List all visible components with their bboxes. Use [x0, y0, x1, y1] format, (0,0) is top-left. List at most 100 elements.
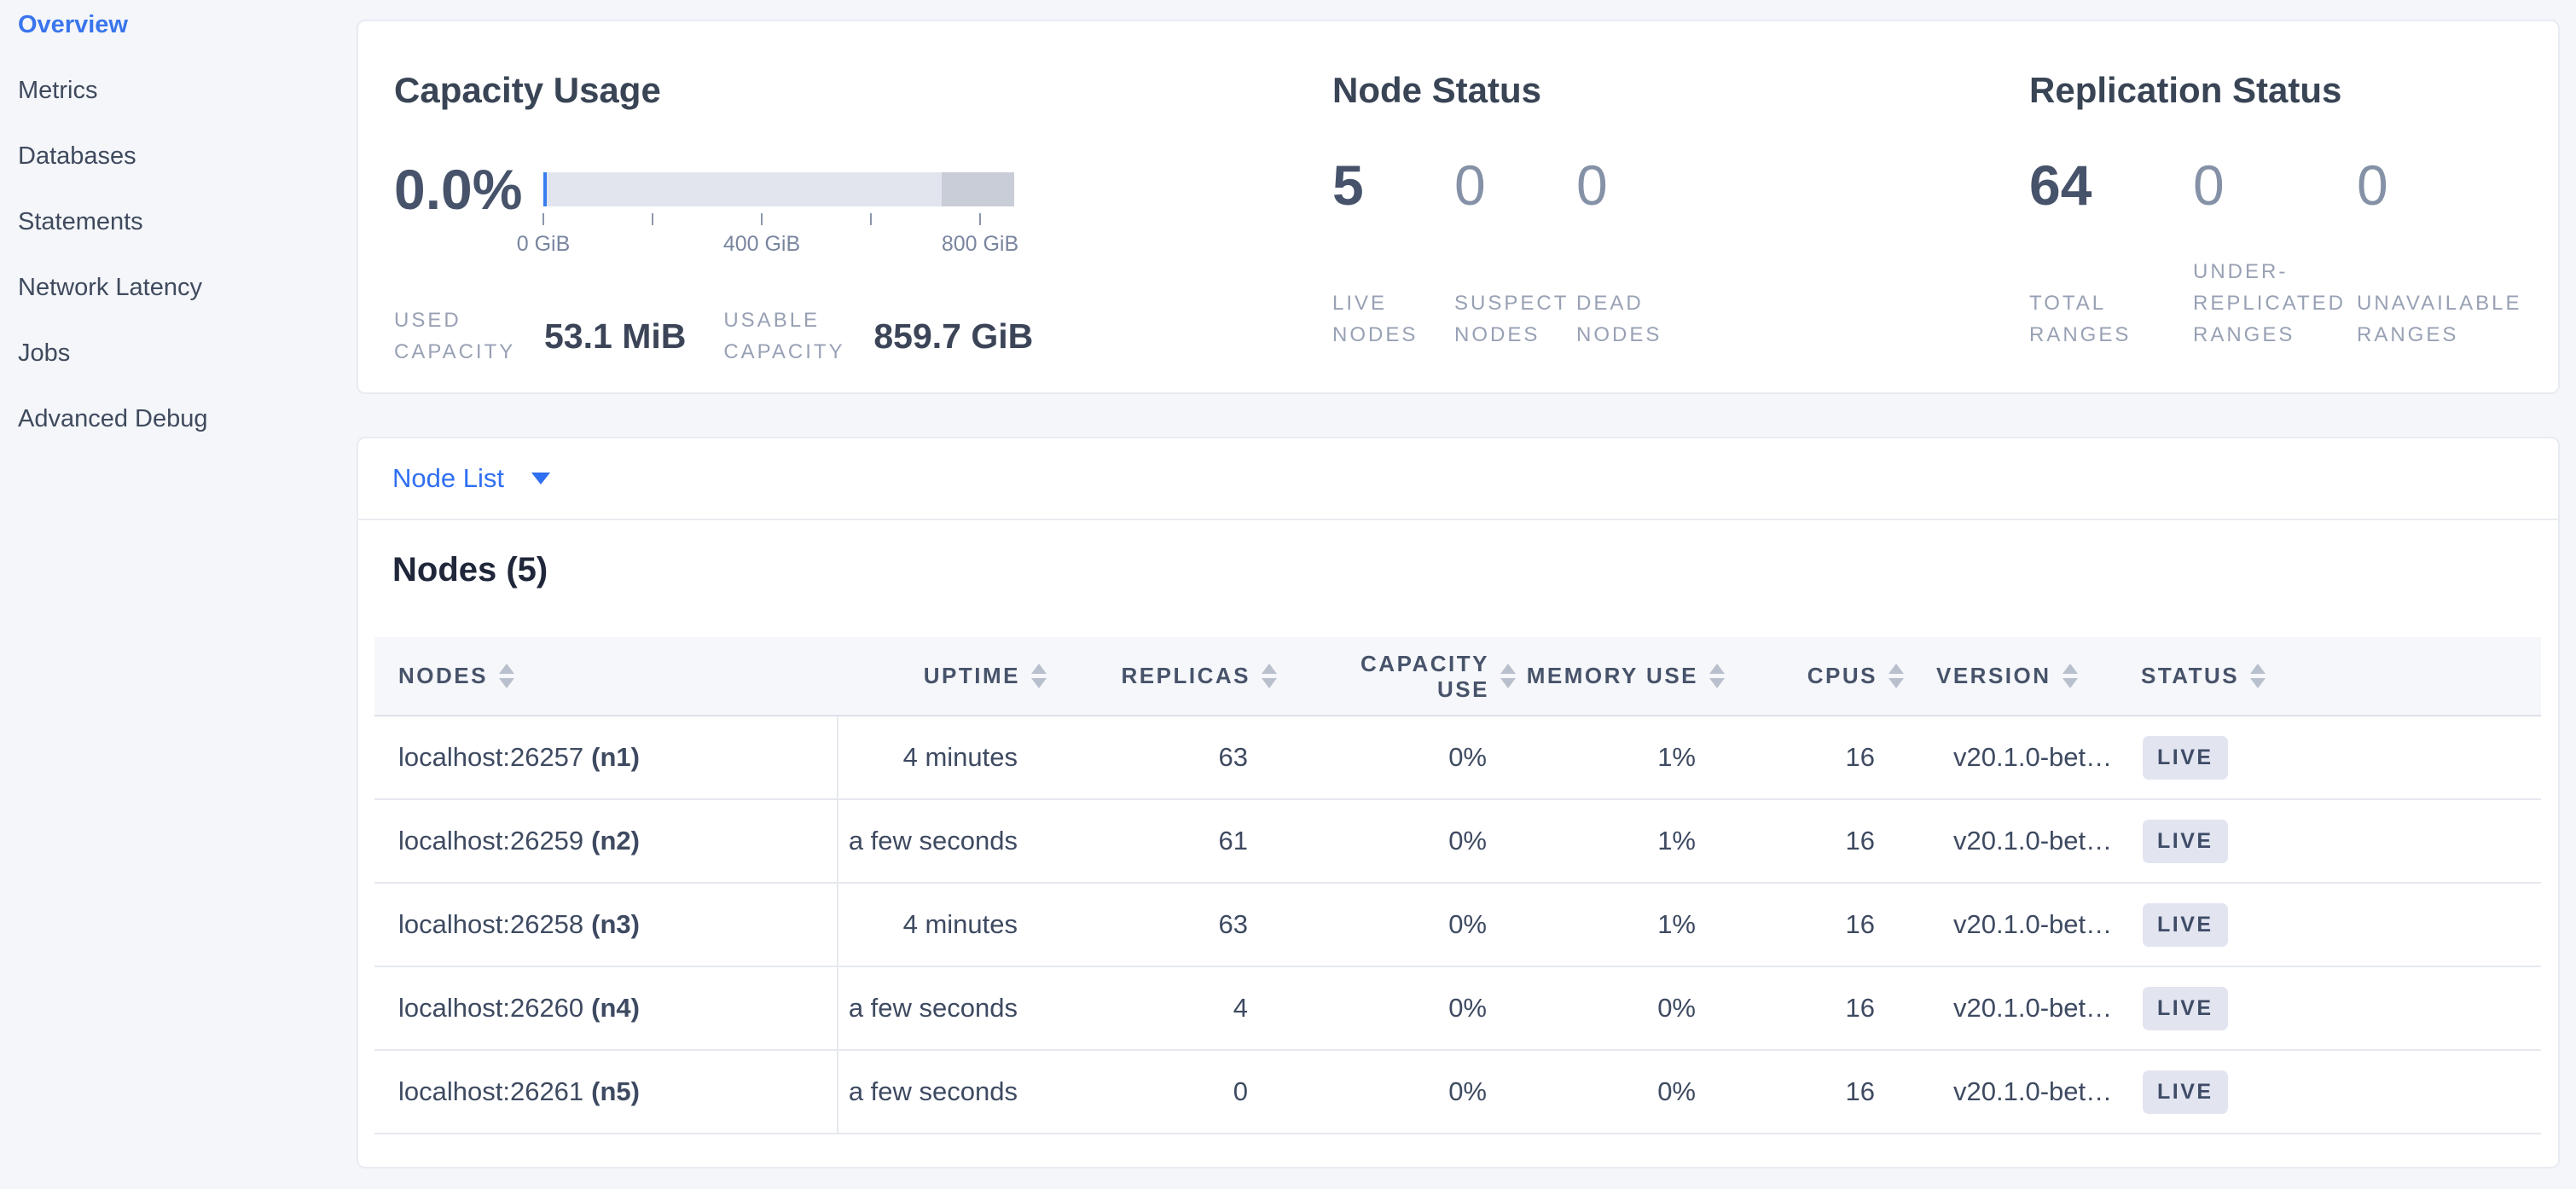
column-header-nodes[interactable]: NODES — [374, 637, 838, 716]
sort-icon — [1709, 664, 1725, 688]
cpus-cell: 16 — [1733, 883, 1912, 967]
node-list-card: Node List Nodes (5) NODES UPTIME REPLICAS C… — [357, 437, 2560, 1169]
sidebar-item-network-latency[interactable]: Network Latency — [0, 263, 357, 312]
sidebar-item-databases[interactable]: Databases — [0, 131, 357, 181]
sort-icon — [1500, 664, 1516, 688]
node-address-cell[interactable]: localhost:26257 (n1) — [374, 716, 838, 800]
stat-label: SUSPECT NODES — [1454, 292, 1569, 346]
capacity-bar-chart: 0 GiB 400 GiB 800 GiB — [517, 172, 1018, 256]
node-list-header: Node List — [358, 438, 2558, 520]
column-header-label: CPUS — [1807, 663, 1877, 688]
sort-icon — [498, 664, 514, 688]
status-cell: LIVE — [2117, 966, 2541, 1051]
capacity-bar-reserved — [942, 172, 1014, 206]
node-id: (n5) — [591, 1076, 640, 1106]
capacity-bar-used — [543, 172, 547, 206]
axis-tick — [761, 213, 763, 225]
sort-icon — [1888, 664, 1904, 688]
column-header-label: NODES — [398, 663, 488, 688]
capacity-use-cell: 0% — [1285, 799, 1524, 884]
column-header-label: UPTIME — [923, 663, 1020, 688]
sidebar: Overview Metrics Databases Statements Networ… — [0, 0, 357, 1189]
column-header-label: MEMORY USE — [1526, 663, 1698, 688]
node-list-dropdown-label: Node List — [392, 463, 504, 493]
stat-total-ranges: 64 TOTAL RANGES — [2029, 146, 2193, 351]
sidebar-item-label: Databases — [18, 142, 136, 170]
column-header-uptime[interactable]: UPTIME — [838, 637, 1055, 716]
memory-use-cell: 1% — [1524, 799, 1733, 884]
chevron-down-icon — [531, 473, 550, 484]
status-badge: LIVE — [2143, 1070, 2228, 1114]
sidebar-item-advanced-debug[interactable]: Advanced Debug — [0, 394, 357, 444]
capacity-stat-usable-capacity: USABLE CAPACITY 859.7 GiB — [723, 304, 1048, 368]
column-header-status[interactable]: STATUS — [2117, 637, 2541, 716]
node-address-cell[interactable]: localhost:26261 (n5) — [374, 1050, 838, 1134]
capacity-bar-track — [543, 172, 1014, 206]
node-address: localhost:26261 — [398, 1076, 584, 1106]
column-header-replicas[interactable]: REPLICAS — [1055, 637, 1285, 716]
column-header-label: CAPACITY USE — [1361, 650, 1489, 702]
axis-tick — [979, 213, 981, 225]
nodes-table-body: localhost:26257 (n1) 4 minutes 63 0% 1% 16 v20.… — [374, 716, 2541, 1134]
sidebar-item-statements[interactable]: Statements — [0, 197, 357, 246]
cpus-cell: 16 — [1733, 1050, 1912, 1134]
main-content: Capacity Usage 0.0% 0 GiB 400 GiB 800 GiB … — [357, 0, 2576, 1189]
table-row: localhost:26260 (n4) a few seconds 4 0% 0% 16 v… — [374, 966, 2541, 1051]
version-cell: v20.1.0-bet… — [1912, 799, 2117, 884]
stat-value: 0 — [1454, 154, 1486, 217]
status-badge: LIVE — [2143, 986, 2228, 1030]
column-header-capacity-use[interactable]: CAPACITY USE — [1285, 637, 1524, 716]
memory-use-cell: 1% — [1524, 716, 1733, 800]
sidebar-item-overview[interactable]: Overview — [0, 0, 357, 49]
stat-label: UNDER-REPLICATED RANGES — [2193, 260, 2346, 346]
node-address-cell[interactable]: localhost:26260 (n4) — [374, 966, 838, 1051]
capacity-usage-section: Capacity Usage 0.0% 0 GiB 400 GiB 800 GiB … — [358, 21, 1332, 392]
cpus-cell: 16 — [1733, 799, 1912, 884]
stat-value: 0 — [1576, 154, 1608, 217]
cluster-summary-card: Capacity Usage 0.0% 0 GiB 400 GiB 800 GiB … — [357, 20, 2560, 394]
status-badge: LIVE — [2143, 819, 2228, 863]
cpus-cell: 16 — [1733, 966, 1912, 1051]
column-header-cpus[interactable]: CPUS — [1733, 637, 1912, 716]
node-address: localhost:26260 — [398, 993, 584, 1023]
node-list-dropdown[interactable]: Node List — [392, 463, 550, 494]
node-id: (n4) — [591, 993, 640, 1023]
replicas-cell: 63 — [1055, 716, 1285, 800]
node-address: localhost:26258 — [398, 909, 584, 939]
capacity-use-cell: 0% — [1285, 716, 1524, 800]
sidebar-item-label: Overview — [18, 10, 128, 38]
column-header-label: REPLICAS — [1121, 663, 1250, 688]
memory-use-cell: 1% — [1524, 883, 1733, 967]
capacity-stat-used-capacity: USED CAPACITY 53.1 MiB — [394, 304, 701, 368]
sort-icon — [1262, 664, 1277, 688]
nodes-table: NODES UPTIME REPLICAS CAPACITY USE MEMORY US… — [374, 637, 2541, 1134]
node-address-cell[interactable]: localhost:26258 (n3) — [374, 883, 838, 967]
node-address: localhost:26257 — [398, 742, 584, 772]
replicas-cell: 63 — [1055, 883, 1285, 967]
stat-value: 64 — [2029, 154, 2092, 217]
stat-label: TOTAL RANGES — [2029, 292, 2132, 346]
cpus-cell: 16 — [1733, 716, 1912, 800]
stat-label: LIVE NODES — [1332, 292, 1419, 346]
axis-tick-label: 800 GiB — [941, 232, 1019, 256]
table-row: localhost:26258 (n3) 4 minutes 63 0% 1% 16 v20.… — [374, 883, 2541, 967]
column-header-memory-use[interactable]: MEMORY USE — [1524, 637, 1733, 716]
status-badge: LIVE — [2143, 902, 2228, 947]
table-row: localhost:26257 (n1) 4 minutes 63 0% 1% 16 v20.… — [374, 716, 2541, 800]
node-status-section: Node Status 5 LIVE NODES 0 SUSPECT NODES 0 DE… — [1332, 21, 2029, 392]
uptime-cell: a few seconds — [838, 1050, 1055, 1134]
sidebar-item-label: Metrics — [18, 76, 98, 104]
table-row: localhost:26261 (n5) a few seconds 0 0% 0% 16 v… — [374, 1050, 2541, 1134]
sidebar-item-jobs[interactable]: Jobs — [0, 328, 357, 378]
stat-live-nodes: 5 LIVE NODES — [1332, 146, 1454, 351]
table-row: localhost:26259 (n2) a few seconds 61 0% 1% 16… — [374, 799, 2541, 884]
stat-suspect-nodes: 0 SUSPECT NODES — [1454, 146, 1576, 351]
sort-icon — [2250, 664, 2266, 688]
capacity-use-cell: 0% — [1285, 966, 1524, 1051]
sidebar-item-metrics[interactable]: Metrics — [0, 66, 357, 115]
stat-value: 5 — [1332, 154, 1364, 217]
column-header-version[interactable]: VERSION — [1912, 637, 2117, 716]
replicas-cell: 61 — [1055, 799, 1285, 884]
memory-use-cell: 0% — [1524, 1050, 1733, 1134]
node-address-cell[interactable]: localhost:26259 (n2) — [374, 799, 838, 884]
